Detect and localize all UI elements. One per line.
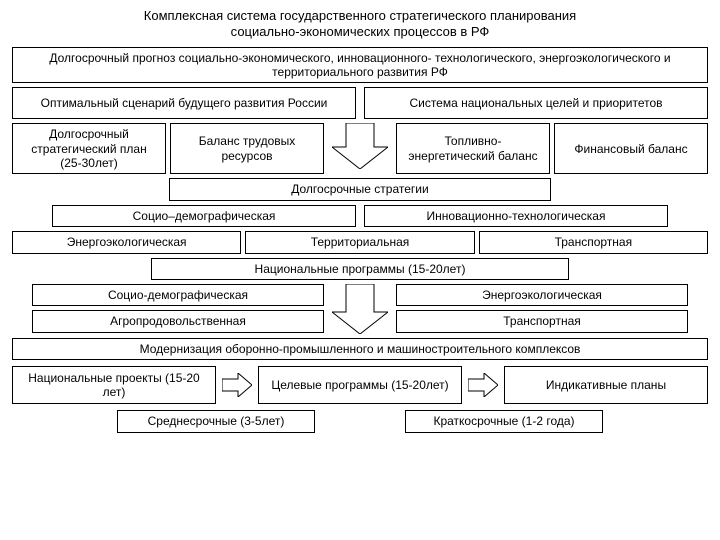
title-line2: социально-экономических процессов в РФ — [231, 24, 490, 39]
box-energy-balance: Топливно-энергетический баланс — [396, 123, 550, 174]
box-strategic-plan: Долгосрочный стратегический план (25-30л… — [12, 123, 166, 174]
box-target-programs: Целевые программы (15-20лет) — [258, 366, 462, 404]
box-national-goals: Система национальных целей и приоритетов — [364, 87, 708, 119]
diagram-title: Комплексная система государственного стр… — [12, 8, 708, 41]
box-energy-eco-program: Энергоэкологическая — [396, 284, 688, 306]
arrow-right-2 — [466, 373, 500, 397]
box-modernization: Модернизация оборонно-промышленного и ма… — [12, 338, 708, 360]
box-national-programs: Национальные программы (15-20лет) — [151, 258, 569, 280]
box-transport-program: Транспортная — [396, 310, 688, 332]
box-socio-demographic-program: Социо-демографическая — [32, 284, 324, 306]
box-socio-demographic-strategy: Социо–демографическая — [52, 205, 356, 227]
box-innovation-tech-strategy: Инновационно-технологическая — [364, 205, 668, 227]
box-labor-balance: Баланс трудовых ресурсов — [170, 123, 324, 174]
title-line1: Комплексная система государственного стр… — [144, 8, 576, 23]
box-transport-strategy: Транспортная — [479, 231, 708, 253]
box-forecast: Долгосрочный прогноз социально-экономиче… — [12, 47, 708, 84]
box-agro-food-program: Агропродовольственная — [32, 310, 324, 332]
arrow-right-1 — [220, 373, 254, 397]
box-longterm-strategies: Долгосрочные стратегии — [169, 178, 552, 200]
arrow-down-1 — [328, 123, 392, 174]
box-optimal-scenario: Оптимальный сценарий будущего развития Р… — [12, 87, 356, 119]
box-financial-balance: Финансовый баланс — [554, 123, 708, 174]
box-energy-eco-strategy: Энергоэкологическая — [12, 231, 241, 253]
box-shortterm: Краткосрочные (1-2 года) — [405, 410, 603, 432]
box-territorial-strategy: Территориальная — [245, 231, 474, 253]
arrow-down-2 — [328, 284, 392, 334]
box-national-projects: Национальные проекты (15-20 лет) — [12, 366, 216, 404]
box-indicative-plans: Индикативные планы — [504, 366, 708, 404]
box-midterm: Среднесрочные (3-5лет) — [117, 410, 315, 432]
